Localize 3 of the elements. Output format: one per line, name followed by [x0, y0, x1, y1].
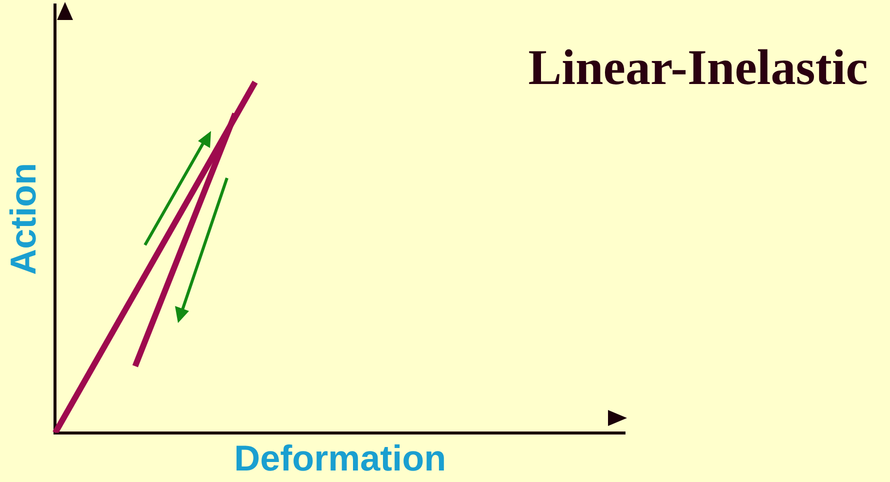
y-axis-title: Action: [2, 162, 44, 275]
x-axis-title: Deformation: [234, 437, 446, 478]
chart-title: Linear-Inelastic: [528, 38, 868, 96]
